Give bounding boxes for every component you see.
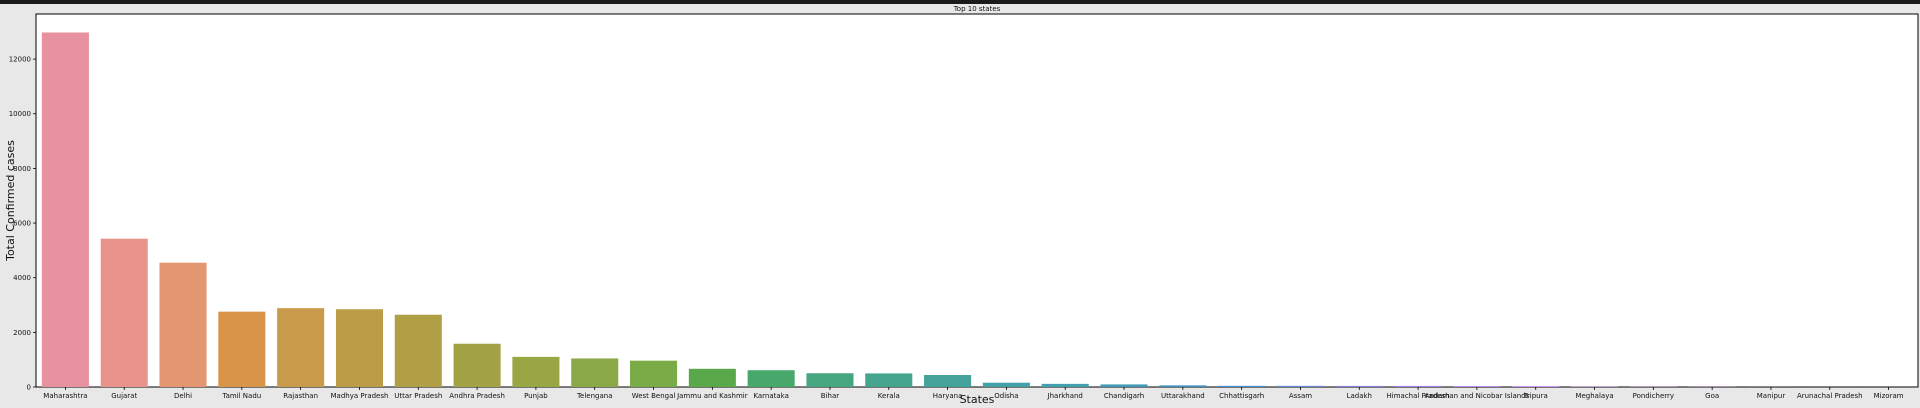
bar-chhattisgarh: [1218, 385, 1266, 387]
bar-west-bengal: [630, 360, 678, 387]
y-tick-label: 0: [27, 384, 31, 392]
x-tick-label: Uttarakhand: [1161, 392, 1205, 400]
bar-uttar-pradesh: [394, 314, 442, 387]
y-tick-label: 10000: [9, 110, 31, 118]
bar-odisha: [982, 382, 1030, 387]
x-tick-label: Mizoram: [1874, 392, 1904, 400]
bar-haryana: [924, 375, 972, 387]
x-tick-label: Rajasthan: [283, 392, 318, 400]
bar-assam: [1276, 385, 1324, 387]
bar-madhya-pradesh: [335, 309, 383, 387]
bar-gujarat: [100, 238, 148, 387]
bar-tamil-nadu: [218, 311, 266, 387]
x-tick-label: Maharashtra: [43, 392, 87, 400]
y-tick-label: 2000: [13, 329, 31, 337]
y-tick-label: 6000: [13, 220, 31, 228]
x-tick-label: Delhi: [174, 392, 192, 400]
bar-telengana: [571, 358, 619, 387]
x-tick-label: West Bengal: [632, 392, 676, 400]
bar-karnataka: [747, 370, 795, 387]
bar-chandigarh: [1100, 384, 1148, 387]
bar-andaman-and-nicobar-islands: [1453, 386, 1501, 387]
bar-maharashtra: [41, 32, 89, 387]
y-tick-label: 8000: [13, 165, 31, 173]
x-tick-label: Meghalaya: [1575, 392, 1613, 400]
x-tick-label: Punjab: [524, 392, 548, 400]
x-tick-label: Arunachal Pradesh: [1797, 392, 1863, 400]
x-tick-label: Manipur: [1757, 392, 1786, 400]
x-tick-label: Uttar Pradesh: [394, 392, 442, 400]
x-tick-label: Assam: [1289, 392, 1312, 400]
y-tick-label: 12000: [9, 56, 31, 64]
bar-jammu-and-kashmir: [688, 368, 736, 387]
bar-jharkhand: [1041, 383, 1089, 387]
window-top-bar: [0, 0, 1920, 4]
bar-kerala: [865, 373, 913, 387]
x-tick-label: Jharkhand: [1047, 392, 1083, 400]
x-tick-label: Andhra Pradesh: [449, 392, 505, 400]
y-axis: 0 2000 4000 6000 8000 10000 12000: [9, 56, 36, 392]
chart-title: Top 10 states: [953, 5, 1001, 13]
x-tick-label: Haryana: [933, 392, 963, 400]
bars-group: [41, 32, 1913, 387]
x-tick-label: Telengana: [576, 392, 613, 400]
x-tick-label: Pondicherry: [1633, 392, 1674, 400]
x-axis: Maharashtra Gujarat Delhi Tamil Nadu Rajasth…: [43, 387, 1904, 400]
x-tick-label: Jammu and Kashmir: [676, 392, 748, 400]
bar-uttarakhand: [1159, 385, 1207, 387]
bar-bihar: [806, 373, 854, 387]
bar-ladakh: [1335, 385, 1383, 387]
bar-tripura: [1512, 386, 1560, 387]
bar-delhi: [159, 262, 207, 387]
y-tick-label: 4000: [13, 274, 31, 282]
y-axis-label: Total Confirmed cases: [4, 140, 17, 262]
x-tick-label: Karnataka: [753, 392, 789, 400]
x-tick-label: Chhattisgarh: [1219, 392, 1264, 400]
x-tick-label: Madhya Pradesh: [330, 392, 388, 400]
bar-punjab: [512, 356, 560, 387]
bar-rajasthan: [277, 308, 325, 387]
x-tick-label: Ladakh: [1347, 392, 1372, 400]
x-tick-label: Goa: [1705, 392, 1719, 400]
x-tick-label: Gujarat: [111, 392, 137, 400]
x-tick-label: Tamil Nadu: [221, 392, 261, 400]
x-tick-label: Himachal Pradesh: [1387, 392, 1450, 400]
bar-himachal-pradesh: [1394, 385, 1442, 387]
x-tick-label: Chandigarh: [1104, 392, 1144, 400]
x-tick-label: Bihar: [821, 392, 839, 400]
x-tick-label: Andaman and Nicobar Islands: [1425, 392, 1530, 400]
x-tick-label: Odisha: [994, 392, 1018, 400]
x-tick-label: Kerala: [878, 392, 900, 400]
bar-andhra-pradesh: [453, 343, 501, 387]
x-tick-label: Tripura: [1523, 392, 1548, 400]
x-axis-label: States: [960, 393, 995, 406]
